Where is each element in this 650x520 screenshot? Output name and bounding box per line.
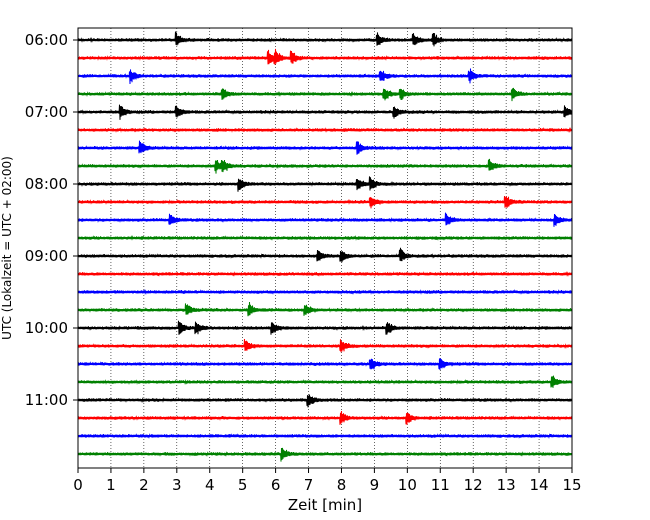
seismic-trace	[77, 394, 573, 408]
plot-frame	[77, 27, 573, 469]
x-tick-label: 11	[431, 476, 450, 494]
x-tick-label: 12	[464, 476, 483, 494]
seismic-trace	[77, 247, 573, 263]
y-tick-label: 09:00	[25, 247, 68, 265]
seismic-traces	[77, 31, 573, 462]
seismic-trace	[77, 358, 573, 371]
seismic-trace	[77, 289, 573, 295]
seismic-trace	[77, 271, 573, 277]
y-tick-label: 08:00	[25, 175, 68, 193]
y-tick-label: 06:00	[25, 31, 68, 49]
x-tick-label: 5	[238, 476, 248, 494]
seismic-trace	[77, 410, 573, 425]
y-axis-label: UTC (Lokalzeit = UTC + 02:00)	[0, 156, 14, 340]
y-tick-label: 11:00	[25, 391, 68, 409]
seismic-trace	[77, 375, 573, 388]
seismic-trace	[77, 68, 573, 85]
seismic-trace	[77, 301, 573, 317]
grid-lines	[110, 28, 540, 468]
x-tick-label: 9	[370, 476, 380, 494]
seismic-trace	[77, 212, 573, 227]
x-tick-label: 10	[398, 476, 417, 494]
x-tick-label: 6	[271, 476, 281, 494]
x-tick-label: 3	[172, 476, 182, 494]
x-tick-label: 13	[497, 476, 516, 494]
seismic-trace	[77, 87, 573, 102]
x-tick-label: 15	[562, 476, 581, 494]
seismic-trace	[77, 235, 573, 241]
seismic-trace	[77, 176, 573, 192]
x-tick-label: 2	[139, 476, 149, 494]
x-tick-label: 7	[304, 476, 314, 494]
seismic-trace	[77, 104, 573, 120]
seismic-trace	[77, 158, 573, 174]
x-tick-label: 4	[205, 476, 215, 494]
seismic-trace	[77, 127, 573, 133]
seismic-trace	[77, 48, 573, 65]
x-axis-ticks: 0 1 2 3 4 5 6 7 8 9 10 11 12 13 14 15	[73, 468, 582, 494]
seismic-trace	[77, 31, 573, 47]
seismic-trace	[77, 447, 573, 462]
y-tick-label: 07:00	[25, 103, 68, 121]
x-tick-label: 14	[530, 476, 549, 494]
x-tick-label: 0	[73, 476, 83, 494]
x-tick-label: 1	[106, 476, 116, 494]
seismic-trace	[77, 320, 573, 335]
seismic-trace	[77, 338, 573, 353]
y-tick-label: 10:00	[25, 319, 68, 337]
x-tick-label: 8	[337, 476, 347, 494]
seismic-trace	[77, 140, 573, 155]
x-axis-label: Zeit [min]	[288, 496, 362, 514]
seismic-trace	[77, 195, 573, 209]
y-axis-ticks: 06:00 07:00 08:00 09:00 10:00 11:00	[25, 31, 78, 409]
seismic-trace	[77, 433, 573, 439]
